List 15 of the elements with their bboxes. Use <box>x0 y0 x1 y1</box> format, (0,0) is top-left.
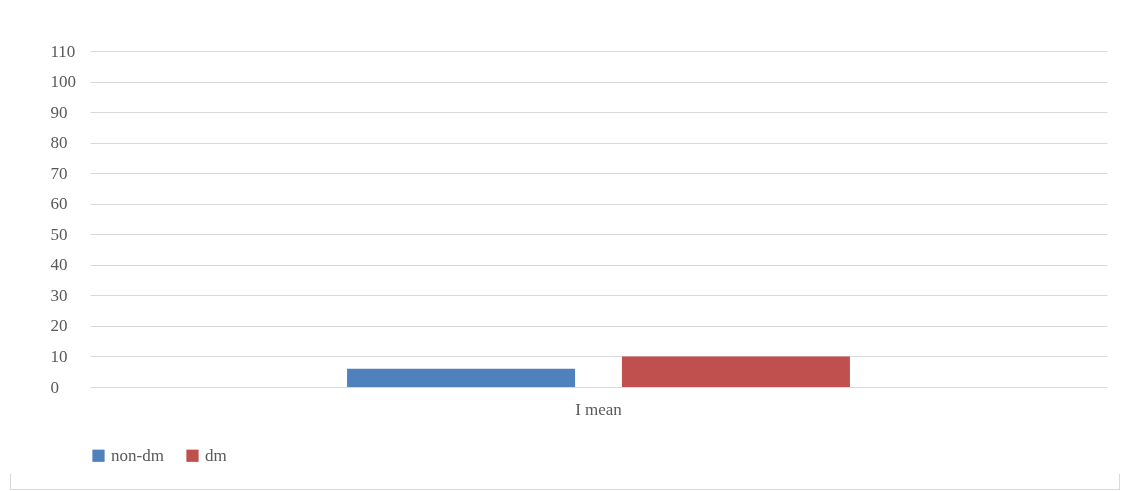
y-tick-label: 0 <box>50 377 59 397</box>
y-tick-label: 110 <box>50 41 76 61</box>
y-tick-label: 30 <box>50 285 68 305</box>
y-tick-label: 50 <box>50 224 68 244</box>
y-tick-label: 60 <box>50 194 68 214</box>
y-tick-label: 90 <box>50 102 68 122</box>
y-tick-label: 70 <box>50 163 68 183</box>
legend-label: non-dm <box>111 445 164 465</box>
y-tick-label: 100 <box>50 72 76 92</box>
y-tick-label: 20 <box>50 316 68 336</box>
legend-label: dm <box>205 445 227 465</box>
y-tick-label: 10 <box>50 346 68 366</box>
y-tick-label: 80 <box>50 133 68 153</box>
x-tick-label: I mean <box>575 399 623 419</box>
y-tick-label: 40 <box>50 255 68 275</box>
